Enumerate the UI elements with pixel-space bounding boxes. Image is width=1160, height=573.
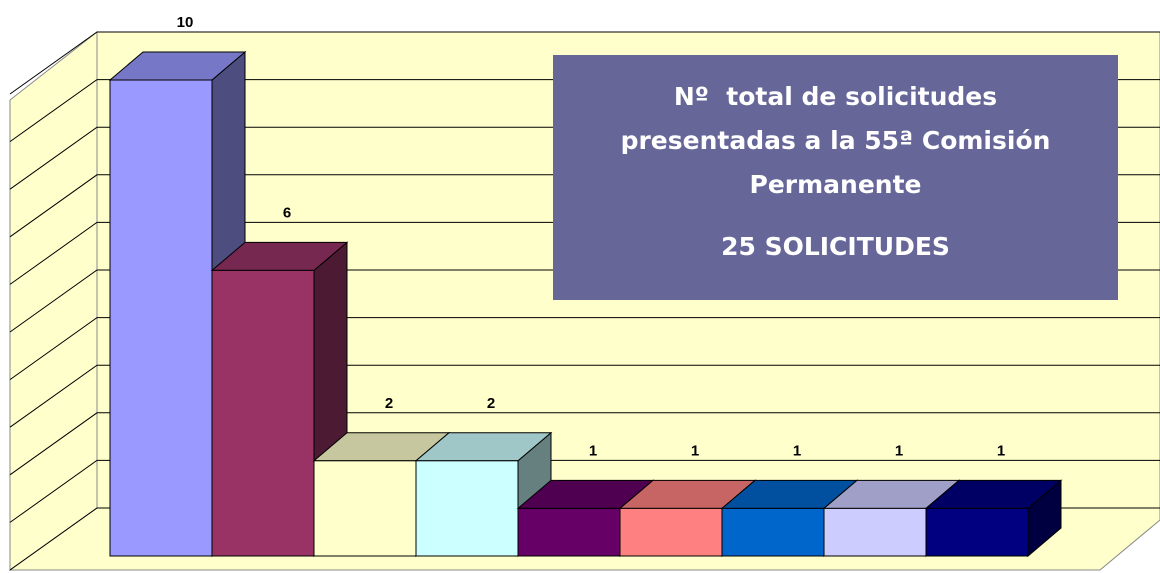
grid-line	[9, 412, 1160, 476]
bar-front	[721, 507, 825, 557]
bar-front	[415, 460, 519, 557]
annotation: 25 SOLICITUDES	[721, 232, 950, 261]
value-label: 2	[487, 395, 495, 412]
bar-front	[517, 507, 621, 557]
grid-line	[9, 31, 1160, 95]
value-label: 1	[589, 442, 597, 459]
annotation: Nº total de solicitudes presentadas a la…	[620, 82, 1060, 199]
value-label: 1	[997, 442, 1005, 459]
bar-front	[109, 79, 213, 557]
grid-line	[9, 364, 1160, 428]
bar-front	[211, 269, 315, 557]
bar-front	[619, 507, 723, 557]
value-label: 10	[177, 14, 194, 31]
value-label: 2	[385, 395, 393, 412]
value-label: 6	[283, 204, 291, 221]
bar-front	[823, 507, 927, 557]
value-label: 1	[691, 442, 699, 459]
annotation-box: Nº total de solicitudes presentadas a la…	[553, 55, 1118, 300]
bar-front	[925, 507, 1029, 557]
bar	[924, 479, 1063, 558]
grid-line	[9, 459, 1160, 523]
bar	[108, 50, 247, 558]
value-label: 1	[793, 442, 801, 459]
bar	[414, 431, 553, 558]
bar	[210, 241, 349, 558]
grid-line	[9, 317, 1160, 381]
value-label: 1	[895, 442, 903, 459]
bar-front	[313, 460, 417, 557]
